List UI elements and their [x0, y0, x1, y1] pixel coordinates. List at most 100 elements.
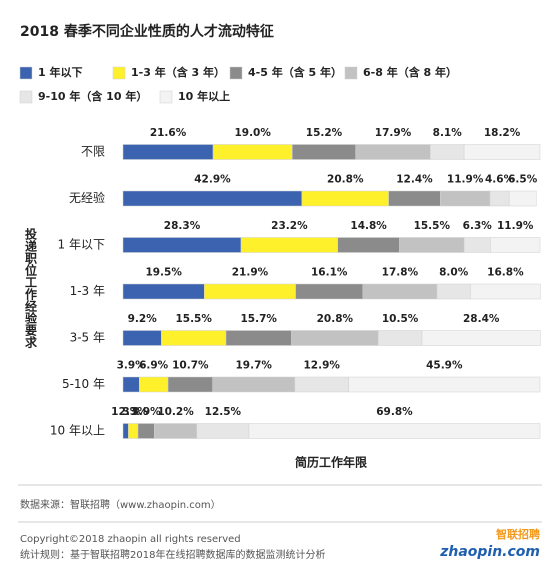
value-label: 1.3%	[111, 406, 141, 418]
legend-swatch	[159, 90, 173, 104]
logo: zhaopin.com	[439, 544, 540, 560]
copyright: Copyright©2018 zhaopin all rights reserv…	[20, 534, 241, 545]
chart-title: 2018 春季不同企业性质的人才流动特征	[20, 23, 274, 40]
value-label: 18.2%	[484, 127, 521, 139]
value-label: 19.7%	[236, 360, 273, 372]
value-label: 12.5%	[205, 406, 242, 418]
source: 数据来源：智联招聘（www.zhaopin.com）	[20, 498, 221, 511]
y-tick-label: 5-10 年	[62, 377, 105, 391]
legend-label: 1 年以下	[38, 65, 82, 79]
bar-segment	[128, 423, 139, 439]
bar-segment	[430, 144, 465, 160]
value-label: 21.9%	[232, 267, 269, 279]
value-label: 21.6%	[150, 127, 187, 139]
y-tick-label: 1 年以下	[58, 238, 105, 252]
value-label: 3.9%	[132, 406, 162, 418]
bar-segment	[248, 423, 541, 439]
legend-label: 1-3 年（含 3 年）	[131, 65, 225, 79]
bar-segment	[436, 283, 471, 300]
y-tick-label: 3-5 年	[70, 331, 105, 345]
legend-swatch	[19, 66, 33, 80]
value-label: 20.8%	[317, 313, 354, 325]
bar-segment	[294, 376, 349, 393]
value-label: 28.4%	[463, 313, 500, 325]
bar-segment	[421, 330, 541, 346]
value-label: 2.3%	[119, 406, 149, 418]
value-label: 42.9%	[194, 174, 231, 186]
legend-label: 6-8 年（含 8 年）	[363, 65, 457, 79]
value-label: 15.7%	[241, 313, 278, 325]
bar-segment	[212, 144, 293, 160]
legend-swatch	[19, 90, 33, 104]
value-label: 16.1%	[311, 267, 348, 279]
bar-segment	[122, 144, 214, 160]
y-axis-label: 投递职位工作经验要求	[24, 227, 38, 349]
legend-swatch	[344, 66, 358, 80]
bar-segment	[122, 330, 162, 346]
bar-segment	[225, 330, 292, 346]
value-label: 19.0%	[234, 127, 271, 139]
value-label: 6.9%	[139, 360, 169, 372]
bar-segment	[348, 376, 541, 393]
bar-segment	[137, 423, 155, 439]
value-label: 28.3%	[164, 220, 201, 232]
value-label: 20.8%	[327, 174, 364, 186]
value-label: 11.9%	[497, 220, 534, 232]
y-tick-label: 1-3 年	[70, 284, 105, 298]
value-label: 3.9%	[117, 360, 147, 372]
legend-label: 10 年以上	[178, 89, 230, 103]
bar-segment	[122, 283, 205, 300]
value-label: 6.3%	[463, 220, 493, 232]
bar-segment	[470, 283, 541, 300]
value-label: 17.9%	[375, 127, 412, 139]
bar-segment	[490, 237, 541, 253]
x-axis-label: 简历工作年限	[295, 455, 367, 470]
value-label: 16.8%	[487, 267, 524, 279]
bar-segment	[440, 190, 491, 207]
bar-segment	[196, 423, 250, 439]
value-label: 23.2%	[271, 220, 308, 232]
bar-segment	[489, 190, 510, 207]
legend-swatch	[112, 66, 126, 80]
bar-segment	[204, 283, 296, 300]
bar-segment	[337, 237, 400, 253]
value-label: 12.4%	[396, 174, 433, 186]
legend-label: 4-5 年（含 5 年）	[248, 65, 342, 79]
value-label: 15.5%	[414, 220, 451, 232]
value-label: 10.2%	[157, 406, 194, 418]
bar-segment	[240, 237, 339, 253]
bar-segment	[161, 330, 227, 346]
value-label: 6.5%	[508, 174, 538, 186]
bar-segment	[154, 423, 198, 439]
bar-segment	[295, 283, 364, 300]
bar-segment	[377, 330, 423, 346]
value-label: 69.8%	[376, 406, 413, 418]
bar-segment	[508, 190, 537, 207]
bar-segment	[122, 237, 242, 253]
bar-segment	[292, 144, 356, 160]
value-label: 17.8%	[382, 267, 419, 279]
bar-segment	[167, 376, 213, 393]
bar-segment	[212, 376, 296, 393]
bar-segment	[122, 423, 129, 439]
bar-segment	[362, 283, 438, 300]
logo-cn: 智联招聘	[496, 527, 540, 541]
value-label: 9.2%	[128, 313, 158, 325]
value-label: 15.5%	[175, 313, 212, 325]
bar-segment	[122, 376, 140, 393]
rule: 统计规则：基于智联招聘2018年在线招聘数据库的数据监测统计分析	[20, 548, 325, 561]
value-label: 14.8%	[350, 220, 387, 232]
bar-segment	[463, 144, 541, 160]
bar-segment	[399, 237, 465, 253]
value-label: 8.1%	[433, 127, 463, 139]
y-tick-label: 无经验	[69, 190, 105, 205]
bar-segment	[463, 237, 491, 253]
y-tick-label: 10 年以上	[50, 424, 105, 438]
value-label: 4.6%	[485, 174, 515, 186]
value-label: 19.5%	[145, 267, 182, 279]
value-label: 45.9%	[426, 360, 463, 372]
legend-swatch	[229, 66, 243, 80]
value-label: 15.2%	[306, 127, 343, 139]
y-tick-label: 不限	[81, 145, 105, 159]
